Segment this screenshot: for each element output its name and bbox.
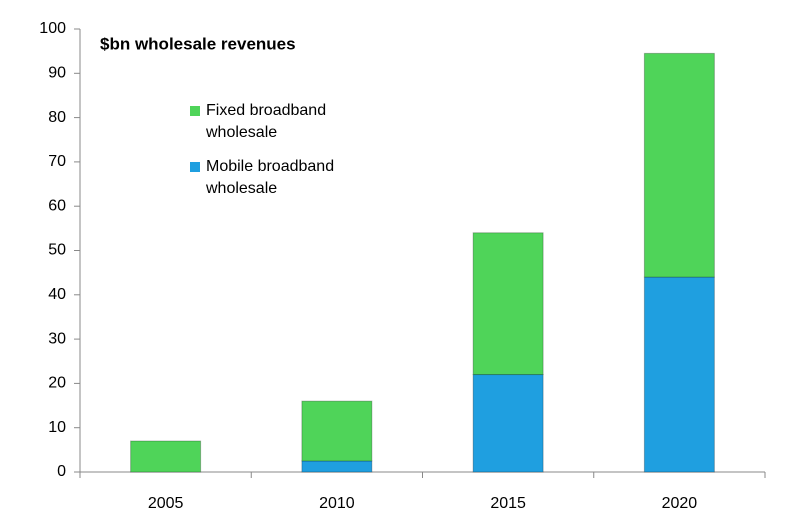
- bar-segment: [301, 400, 373, 462]
- y-tick-label: 30: [48, 330, 66, 347]
- y-tick-label: 80: [48, 109, 66, 126]
- y-tick-label: 70: [48, 153, 66, 170]
- legend-swatch: [190, 106, 200, 116]
- y-tick-label: 50: [48, 242, 66, 259]
- chart-title: $bn wholesale revenues: [100, 34, 296, 53]
- y-tick-label: 60: [48, 197, 66, 214]
- y-tick-label: 0: [57, 463, 66, 480]
- x-tick-label: 2015: [490, 495, 526, 512]
- legend-swatch: [190, 162, 200, 172]
- x-tick-label: 2020: [662, 495, 698, 512]
- bar-segment: [472, 232, 544, 376]
- bar-segment: [472, 374, 544, 473]
- x-tick-label: 2010: [319, 495, 355, 512]
- y-tick-label: 100: [39, 20, 66, 37]
- bar-segment: [301, 460, 373, 473]
- y-tick-label: 20: [48, 375, 66, 392]
- x-tick-label: 2005: [148, 495, 184, 512]
- y-tick-label: 40: [48, 286, 66, 303]
- legend-label: Mobile broadband wholesale: [206, 158, 335, 197]
- bar-segment: [130, 440, 202, 473]
- legend-label: Fixed broadband wholesale: [206, 102, 327, 141]
- y-tick-label: 10: [48, 419, 66, 436]
- bar-segment: [643, 52, 715, 278]
- bar-segment: [643, 276, 715, 473]
- y-tick-label: 90: [48, 65, 66, 82]
